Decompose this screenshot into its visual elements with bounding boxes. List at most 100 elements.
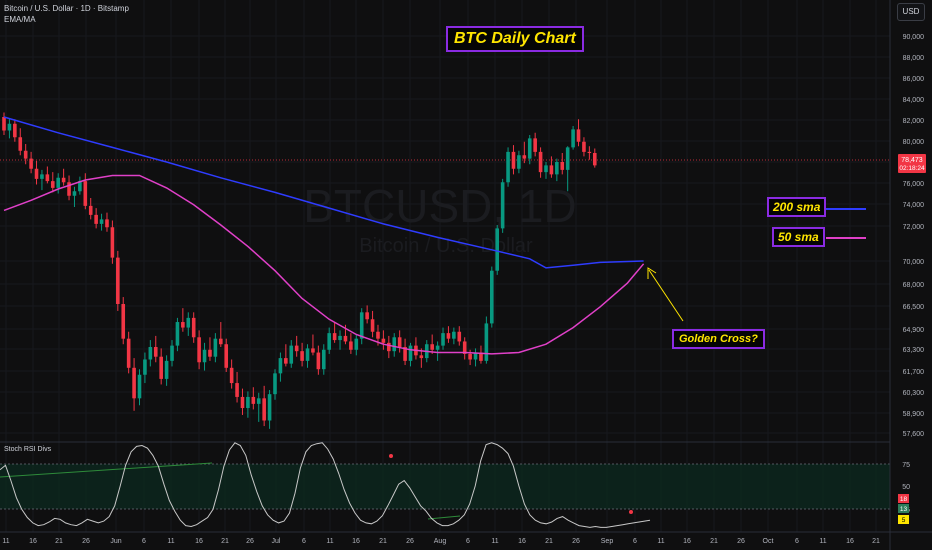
stoch-rsi-line (0, 442, 651, 528)
candle-body (533, 138, 537, 152)
candle-body (462, 341, 467, 354)
candle-body (78, 181, 82, 192)
rsi-band-fill (0, 464, 890, 509)
candle-body (381, 338, 386, 343)
time-tick-label: 21 (710, 538, 718, 545)
rsi-level-label: 50 (902, 484, 910, 491)
candle-body (229, 367, 234, 384)
candle-body (121, 304, 126, 339)
candle-body (327, 333, 331, 350)
sma50-line (3, 174, 645, 355)
candle-body (305, 348, 310, 361)
price-tick-label: 84,000 (903, 97, 925, 104)
candle-body (235, 383, 239, 397)
time-tick-label: 16 (846, 538, 854, 545)
time-tick-label: 26 (572, 538, 580, 545)
time-axis-labels[interactable]: 11 16 21 26 Jun 6 11 16 21 26 Jul 6 11 16 21 26 Aug 6 11 16… (2, 538, 880, 545)
candle-body (397, 337, 402, 347)
time-tick-label: 26 (82, 538, 90, 545)
time-tick-label: 21 (379, 538, 387, 545)
candle-body (208, 349, 212, 357)
candle-body (592, 153, 597, 166)
candle-body (267, 394, 272, 421)
candle-body (294, 345, 299, 352)
price-tick-label: 86,000 (903, 76, 925, 83)
time-tick-label: 6 (466, 538, 470, 545)
candle-body (332, 333, 337, 341)
last-price-value: 78,473 (901, 157, 923, 164)
time-tick-label: Aug (434, 538, 447, 545)
candle-body (555, 162, 559, 175)
price-axis-bg[interactable] (890, 0, 932, 550)
candle-body (284, 358, 288, 364)
time-tick-label: Jun (110, 538, 121, 545)
price-tick-label: 88,000 (903, 55, 925, 62)
candle-body (246, 396, 250, 409)
time-tick-label: 11 (326, 538, 333, 545)
candle-body (479, 352, 483, 361)
candle-body (170, 345, 174, 361)
price-tick-label: 63,300 (903, 347, 925, 354)
candle-body (181, 322, 185, 328)
candle-body (143, 359, 147, 375)
candle-body (148, 347, 153, 360)
candle-body (446, 333, 451, 339)
candle-body (316, 352, 321, 370)
grid-lines (0, 0, 890, 532)
last-price-badge (898, 154, 926, 173)
time-tick-label: 6 (633, 538, 637, 545)
time-tick-label: 11 (167, 538, 174, 545)
watermark-name: Bitcoin / U.S. Dollar (359, 235, 533, 257)
candle-body (56, 177, 60, 188)
candle-body (61, 177, 66, 183)
candle-body (544, 165, 548, 173)
price-tick-label: 90,000 (903, 34, 925, 41)
rsi-value-badge-text: 18 (900, 496, 908, 503)
rsi-value-badge-text: 13 (900, 506, 908, 513)
candle-body (13, 123, 17, 138)
time-tick-label: 6 (302, 538, 306, 545)
candle-body (582, 141, 586, 152)
candle-body (430, 344, 434, 350)
price-tick-label: 76,000 (903, 181, 925, 188)
sma200-line (3, 116, 644, 269)
candle-body (338, 335, 342, 341)
time-tick-label: Sep (601, 538, 614, 545)
candle-body (219, 338, 223, 345)
price-tick-label: 74,000 (903, 202, 925, 209)
candle-body (256, 398, 261, 404)
rsi-value-badges: 18 13 5 (898, 494, 909, 524)
candle-body (527, 138, 532, 159)
time-tick-label: 6 (142, 538, 146, 545)
candle-body (29, 158, 33, 169)
price-tick-label: 72,000 (903, 224, 925, 231)
price-tick-label: 60,300 (903, 390, 925, 397)
time-tick-label: 21 (545, 538, 553, 545)
time-tick-label: 16 (683, 538, 691, 545)
currency-button[interactable]: USD (897, 3, 925, 21)
time-tick-label: Jul (272, 538, 281, 545)
candle-body (94, 214, 98, 224)
time-tick-label: 21 (55, 538, 63, 545)
candle-body (495, 228, 500, 271)
candle-body (2, 117, 6, 131)
candle-body (213, 338, 218, 357)
price-tick-label: 66,500 (903, 304, 925, 311)
time-tick-label: Oct (763, 538, 774, 545)
watermark-ticker: BTCUSD, 1D (303, 180, 576, 232)
candle-body (365, 312, 369, 320)
candle-body (40, 174, 44, 179)
candle-body (506, 151, 510, 183)
candle-body (511, 151, 516, 169)
rsi-indicator-title[interactable]: Stoch RSI Divs (4, 446, 52, 453)
candle-body (18, 137, 23, 151)
indicator-name[interactable]: EMA/MA (4, 15, 36, 24)
candle-body (500, 182, 505, 229)
candle-body (164, 360, 169, 379)
time-tick-label: 26 (406, 538, 414, 545)
candle-body (408, 345, 413, 361)
price-tick-label: 57,600 (903, 431, 925, 438)
price-axis-ticks: 90,000 88,000 86,000 84,000 82,000 80,000 76,0… (903, 34, 925, 438)
time-tick-label: 21 (872, 538, 880, 545)
